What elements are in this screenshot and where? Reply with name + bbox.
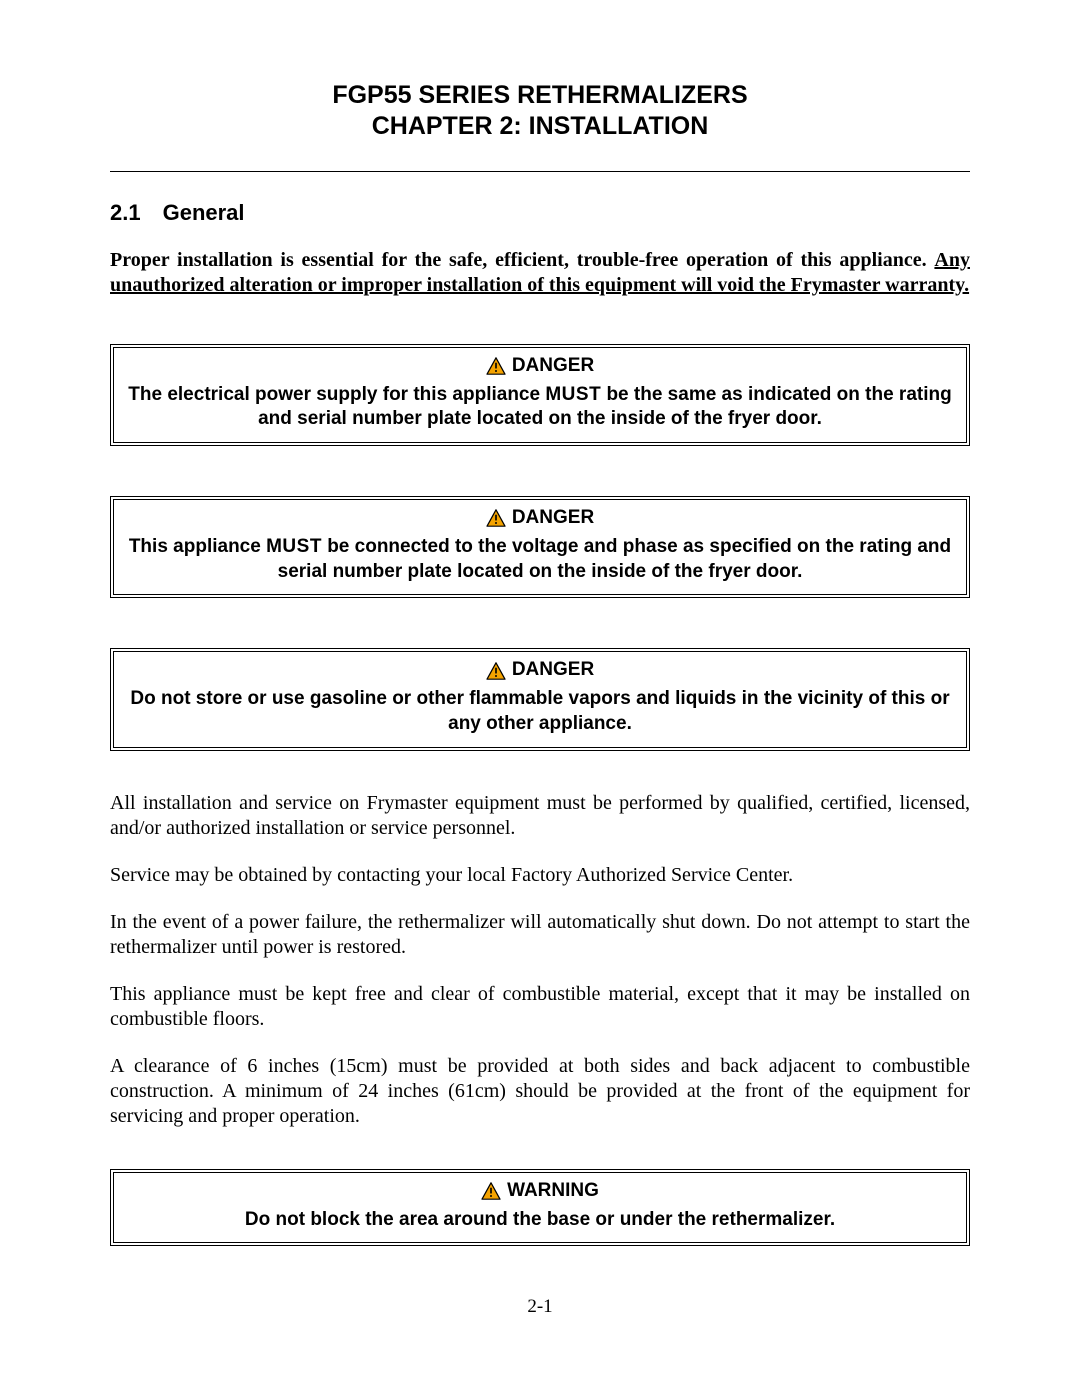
callout-body: This appliance MUST be connected to the … — [124, 535, 956, 584]
body-paragraph: This appliance must be kept free and cle… — [110, 982, 970, 1032]
page-title: FGP55 SERIES RETHERMALIZERS CHAPTER 2: I… — [110, 80, 970, 143]
callout-label: DANGER — [512, 658, 594, 683]
callout-title: WARNING — [481, 1179, 599, 1204]
page-number: 2-1 — [110, 1296, 970, 1318]
callout-label: WARNING — [507, 1179, 599, 1204]
callout-body: The electrical power supply for this app… — [124, 383, 956, 432]
callout-title: DANGER — [486, 354, 594, 379]
warning-callout: WARNING Do not block the area around the… — [110, 1169, 970, 1247]
callout-label: DANGER — [512, 354, 594, 379]
title-line-2: CHAPTER 2: INSTALLATION — [110, 111, 970, 142]
warning-triangle-icon — [486, 357, 506, 375]
body-paragraph: A clearance of 6 inches (15cm) must be p… — [110, 1054, 970, 1129]
section-name: General — [163, 200, 245, 225]
callout-body: Do not store or use gasoline or other fl… — [124, 687, 956, 736]
body-paragraph: Service may be obtained by contacting yo… — [110, 863, 970, 888]
warning-triangle-icon — [486, 662, 506, 680]
callout-label: DANGER — [512, 506, 594, 531]
warning-triangle-icon — [486, 509, 506, 527]
body-paragraph: All installation and service on Frymaste… — [110, 791, 970, 841]
title-line-1: FGP55 SERIES RETHERMALIZERS — [110, 80, 970, 111]
intro-lead: Proper installation is essential for the… — [110, 249, 927, 271]
title-divider — [110, 171, 970, 172]
section-number: 2.1 — [110, 200, 141, 226]
warning-triangle-icon — [481, 1182, 501, 1200]
callout-title: DANGER — [486, 506, 594, 531]
danger-callout-3: DANGER Do not store or use gasoline or o… — [110, 648, 970, 750]
danger-callout-1: DANGER The electrical power supply for t… — [110, 344, 970, 446]
callout-title: DANGER — [486, 658, 594, 683]
intro-paragraph: Proper installation is essential for the… — [110, 248, 970, 298]
callout-body: Do not block the area around the base or… — [124, 1208, 956, 1233]
danger-callout-2: DANGER This appliance MUST be connected … — [110, 496, 970, 598]
body-paragraph: In the event of a power failure, the ret… — [110, 910, 970, 960]
section-heading: 2.1 General — [110, 200, 970, 226]
